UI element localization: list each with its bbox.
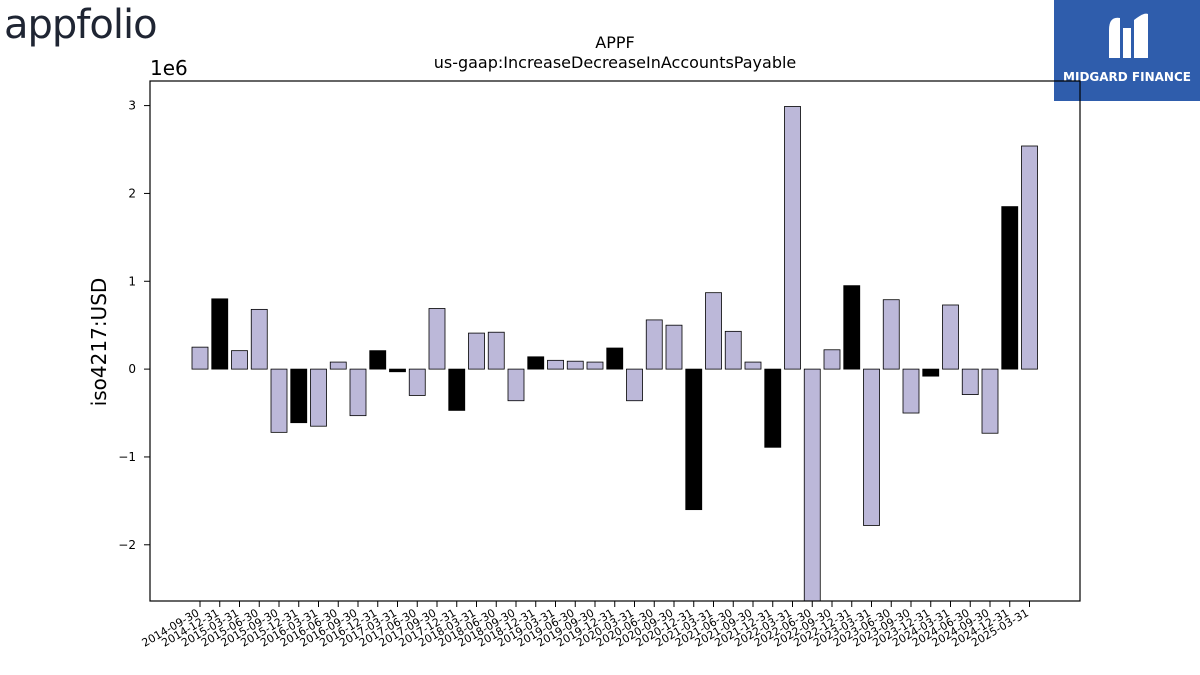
bar-2016-06-30	[329, 361, 347, 370]
bar-2019-12-31	[606, 347, 624, 370]
bar-2023-03-31	[863, 368, 880, 526]
bar-2023-06-30	[882, 299, 900, 370]
bar-2018-09-30	[507, 368, 525, 402]
bar-2023-12-31	[922, 368, 940, 377]
bar-2019-06-30	[566, 360, 584, 370]
badge-label: MIDGARD FINANCE	[1063, 70, 1191, 84]
y-tick-label: 1	[128, 274, 136, 288]
bar-2018-06-30	[487, 331, 505, 370]
midgard-finance-badge: MIDGARD FINANCE	[1054, 0, 1200, 101]
chart-title: APPF	[595, 33, 634, 52]
bar-2017-12-31	[448, 368, 466, 411]
x-axis-ticks: 2014-09-302014-12-312015-03-312015-06-30…	[140, 601, 1031, 650]
y-tick-label: 3	[128, 99, 136, 113]
plot-frame	[149, 80, 1081, 602]
bar-2016-03-31	[310, 368, 327, 427]
bar-2015-12-31	[290, 368, 308, 424]
y-scale-multiplier: 1e6	[150, 56, 188, 80]
appfolio-logo: appfolio	[4, 2, 158, 48]
bar-2016-09-30	[349, 368, 367, 417]
bar-2015-06-30	[250, 308, 268, 370]
bar-2016-12-31	[369, 350, 387, 370]
bar-2020-12-31	[685, 368, 703, 511]
bar-2017-06-30	[408, 368, 426, 396]
bar-2022-03-31	[784, 106, 801, 370]
bar-2024-09-30	[981, 368, 999, 434]
bar-2022-12-31	[843, 285, 861, 370]
bar-2015-03-31	[231, 350, 248, 370]
y-tick-label: 2	[128, 186, 136, 200]
bar-2014-12-31	[211, 298, 229, 370]
bar-2018-03-31	[468, 332, 485, 370]
bar-2017-03-31	[389, 368, 406, 373]
midgard-logo-icon	[1109, 13, 1148, 59]
bar-2024-12-31	[1001, 206, 1019, 370]
bar-2020-03-31	[626, 368, 643, 402]
bar-2015-09-30	[270, 368, 288, 433]
y-tick-label: −1	[118, 450, 136, 464]
bar-2014-09-30	[191, 346, 209, 370]
y-tick-label: 0	[128, 362, 136, 376]
bar-2021-09-30	[744, 361, 762, 370]
bar-2019-03-31	[547, 359, 564, 370]
bar-2017-09-30	[428, 308, 446, 370]
bar-2023-09-30	[902, 368, 920, 414]
y-tick-label: −2	[118, 538, 136, 552]
bar-2025-03-31	[1021, 145, 1038, 370]
y-axis-ticks: −2 −1 0 1 2 3	[118, 99, 150, 552]
bar-2022-06-30	[803, 368, 821, 602]
bar-2020-09-30	[665, 324, 683, 370]
bar-2021-12-31	[764, 368, 782, 448]
bar-2020-06-30	[645, 319, 663, 370]
chart-subtitle: us-gaap:IncreaseDecreaseInAccountsPayabl…	[434, 53, 797, 72]
y-axis-label: iso4217:USD	[87, 278, 111, 407]
bar-2022-09-30	[823, 349, 841, 370]
bar-2021-06-30	[724, 330, 742, 370]
bar-2024-03-31	[942, 304, 959, 370]
bar-2019-09-30	[586, 361, 604, 370]
bar-2018-12-31	[527, 356, 545, 370]
bar-2024-06-30	[961, 368, 979, 395]
bar-2021-03-31	[705, 292, 722, 370]
bars-layer	[191, 106, 1038, 602]
